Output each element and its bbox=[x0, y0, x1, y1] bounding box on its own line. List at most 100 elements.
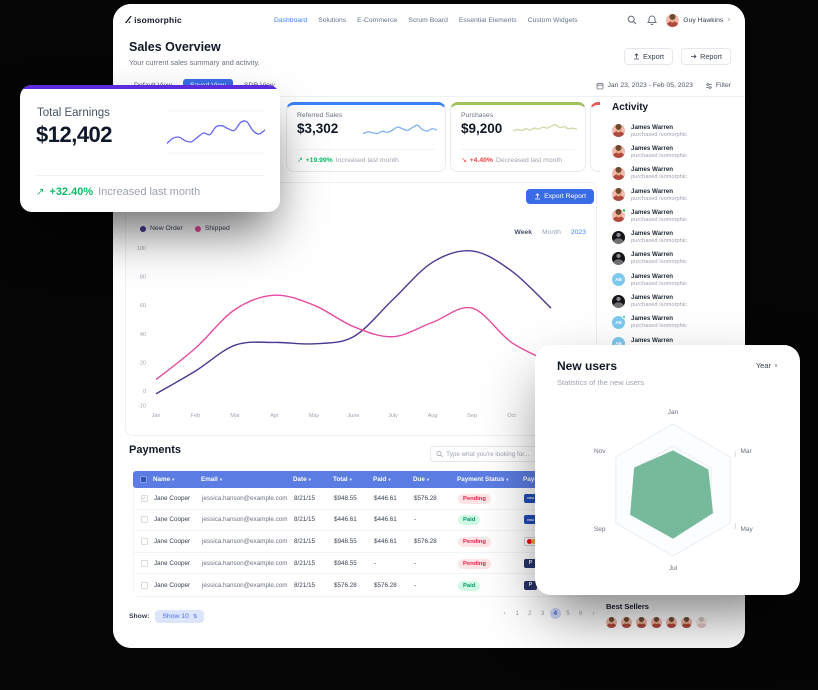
svg-text:Mar: Mar bbox=[230, 413, 240, 419]
page-number[interactable]: 5 bbox=[566, 610, 570, 617]
activity-item: James Warren purchased Isomorphic bbox=[612, 163, 731, 184]
trend-percent: +19.99% bbox=[305, 156, 333, 164]
row-checkbox[interactable]: ✓ bbox=[140, 494, 148, 502]
table-row[interactable]: Jane Cooper jessica.hanson@example.com 8… bbox=[134, 509, 588, 532]
activity-action: purchased Isomorphic bbox=[631, 259, 687, 266]
year-select-value: Year bbox=[755, 361, 771, 370]
nav-item[interactable]: Scrum Board bbox=[408, 16, 448, 24]
row-checkbox[interactable] bbox=[140, 559, 148, 567]
status-badge: Pending bbox=[458, 493, 491, 504]
pagination-next[interactable]: › bbox=[592, 610, 595, 617]
range-toggle[interactable]: 2023 bbox=[570, 229, 586, 236]
column-header[interactable]: Email ▾ bbox=[201, 476, 223, 483]
page-number[interactable]: 2 bbox=[528, 610, 532, 617]
app-logo[interactable]: ∕∕. isomorphic bbox=[127, 15, 182, 26]
table-row[interactable]: ✓ Jane Cooper jessica.hanson@example.com… bbox=[134, 488, 588, 510]
trend-note: Decreased last month bbox=[495, 156, 563, 164]
sort-icon: ▾ bbox=[172, 476, 175, 482]
table-search[interactable] bbox=[430, 446, 541, 462]
avatar bbox=[612, 230, 625, 244]
select-all-checkbox[interactable] bbox=[139, 476, 147, 483]
column-header[interactable]: Name ▾ bbox=[153, 476, 175, 483]
range-toggle[interactable]: Week bbox=[514, 229, 532, 236]
svg-text:0: 0 bbox=[143, 389, 146, 395]
best-seller-avatar[interactable] bbox=[696, 617, 707, 628]
nav-item[interactable]: Essential Elements bbox=[458, 16, 517, 24]
svg-text:20: 20 bbox=[140, 360, 146, 366]
table-row[interactable]: Jane Cooper jessica.hanson@example.com 8… bbox=[134, 552, 588, 575]
table-row[interactable]: Jane Cooper jessica.hanson@example.com 8… bbox=[134, 574, 588, 596]
page-number[interactable]: 3 bbox=[540, 610, 545, 617]
activity-action: purchased Isomorphic bbox=[631, 280, 687, 287]
cell-due: $576.28 bbox=[414, 494, 437, 502]
nav-item[interactable]: Dashboard bbox=[273, 16, 308, 24]
legend-shipped: Shipped bbox=[194, 225, 230, 232]
nav-item[interactable]: Solutions bbox=[318, 16, 347, 24]
page-number[interactable]: 6 bbox=[578, 610, 583, 617]
row-checkbox[interactable] bbox=[140, 581, 148, 589]
svg-text:Sep: Sep bbox=[594, 526, 606, 533]
export-report-button[interactable]: Export Report bbox=[526, 189, 594, 204]
pagination-prev[interactable]: ‹ bbox=[503, 610, 506, 617]
payment-method-icon: VISA bbox=[524, 515, 537, 525]
report-button[interactable]: Report bbox=[681, 48, 731, 65]
best-seller-avatar[interactable] bbox=[681, 617, 692, 628]
best-seller-avatar[interactable] bbox=[606, 617, 617, 628]
search-icon[interactable] bbox=[626, 15, 637, 26]
column-header[interactable]: Date ▾ bbox=[293, 476, 311, 483]
page-number[interactable]: 1 bbox=[515, 610, 519, 617]
svg-text:Oct: Oct bbox=[507, 413, 516, 419]
nav-item[interactable]: E-Commerce bbox=[357, 16, 398, 24]
cell-email: jessica.hanson@example.com bbox=[202, 537, 288, 545]
cell-email: jessica.hanson@example.com bbox=[202, 559, 288, 567]
column-header[interactable]: Paid ▾ bbox=[373, 476, 391, 483]
cell-paid: $446.61 bbox=[374, 516, 397, 524]
column-header[interactable]: Due ▾ bbox=[413, 476, 430, 483]
cell-total: $948.55 bbox=[334, 494, 357, 502]
logo-icon: ∕∕. bbox=[127, 14, 131, 26]
search-icon bbox=[436, 450, 443, 458]
activity-item: James Warren purchased Isomorphic bbox=[612, 226, 731, 247]
best-seller-avatar[interactable] bbox=[636, 617, 647, 628]
filter-label: Filter bbox=[715, 82, 731, 89]
export-button[interactable]: Export bbox=[624, 48, 674, 65]
avatar-initials: AB bbox=[615, 319, 622, 325]
new-users-radar-chart: Jan Mar May Jul Sep Nov bbox=[594, 409, 754, 572]
page-size-select[interactable]: Show 10 ⇅ bbox=[155, 610, 205, 623]
column-header[interactable]: Total ▾ bbox=[333, 476, 352, 483]
date-range-label: Jan 23, 2023 - Feb 05, 2023 bbox=[607, 82, 693, 89]
search-input[interactable] bbox=[446, 450, 535, 458]
avatar bbox=[612, 294, 625, 308]
cell-name: Jane Cooper bbox=[154, 581, 191, 589]
best-seller-avatar[interactable] bbox=[651, 617, 662, 628]
activity-user-name: James Warren bbox=[631, 336, 674, 344]
cell-total: $948.55 bbox=[334, 537, 357, 545]
nav-item[interactable]: Custom Widgets bbox=[527, 16, 578, 24]
column-header[interactable]: Payment Status ▾ bbox=[457, 476, 509, 483]
logo-text: isomorphic bbox=[134, 15, 182, 25]
activity-action: purchased Isomorphic bbox=[631, 152, 687, 159]
year-select[interactable]: Year ∨ bbox=[756, 361, 778, 370]
cell-date: 8/21/15 bbox=[294, 559, 316, 567]
best-seller-avatar[interactable] bbox=[666, 617, 677, 628]
row-checkbox[interactable] bbox=[140, 537, 148, 545]
cell-email: jessica.hanson@example.com bbox=[202, 516, 288, 524]
sort-icon: ▾ bbox=[219, 476, 223, 482]
legend-label: Shipped bbox=[204, 225, 230, 232]
cell-email: jessica.hanson@example.com bbox=[202, 581, 288, 589]
payment-method-icon: P bbox=[524, 580, 537, 590]
trend-note: Increased last month bbox=[335, 156, 399, 164]
page-number[interactable]: 4 bbox=[549, 608, 561, 619]
earnings-value: $12,402 bbox=[36, 122, 113, 147]
table-row[interactable]: Jane Cooper jessica.hanson@example.com 8… bbox=[134, 531, 588, 553]
cell-due: $576.28 bbox=[414, 537, 437, 545]
bell-icon[interactable] bbox=[646, 15, 657, 26]
filter-button[interactable]: Filter bbox=[705, 82, 731, 90]
row-checkbox[interactable] bbox=[140, 516, 148, 524]
date-range-picker[interactable]: Jan 23, 2023 - Feb 05, 2023 bbox=[596, 82, 693, 90]
referred-sparkline bbox=[362, 124, 438, 135]
best-seller-avatar[interactable] bbox=[621, 617, 632, 628]
cell-date: 8/21/15 bbox=[294, 516, 316, 524]
range-toggle[interactable]: Month bbox=[541, 229, 561, 236]
user-menu[interactable]: Guy Hawkins ∨ bbox=[666, 13, 731, 27]
